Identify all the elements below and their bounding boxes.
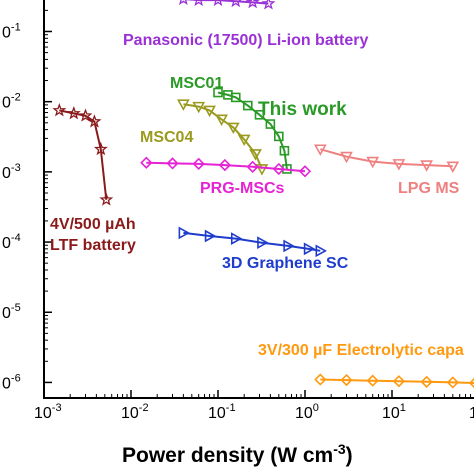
y-tick-label: 0-2 — [2, 92, 21, 112]
data-point — [178, 0, 188, 6]
series-panasonic-17500-li-ion-battery — [178, 0, 276, 10]
annotation-ltf-line2: LTF battery — [50, 237, 136, 254]
x-tick-label: 10-2 — [121, 402, 149, 422]
y-tick-label: 0-4 — [2, 232, 21, 252]
data-point — [213, 0, 223, 7]
data-point — [265, 119, 276, 129]
data-point — [366, 156, 380, 169]
data-point — [249, 149, 262, 161]
y-tick-label: 0-6 — [2, 372, 21, 392]
data-point — [420, 375, 433, 388]
series-line — [59, 109, 108, 200]
data-point — [215, 114, 228, 126]
annotation-prg: PRG-MSCs — [200, 180, 285, 197]
annotation-electrolytic: 3V/300 µF Electrolytic capa — [258, 342, 464, 359]
data-point — [392, 375, 406, 388]
data-point — [99, 192, 114, 206]
data-point — [468, 377, 474, 389]
data-point — [140, 156, 153, 169]
data-point — [192, 101, 206, 114]
data-point — [203, 105, 216, 118]
data-point — [93, 141, 108, 156]
data-point — [178, 226, 191, 240]
plot-frame — [43, 0, 474, 399]
data-point — [261, 0, 276, 10]
x-axis-title: Power density (W cm-3) — [122, 441, 353, 467]
series-line — [320, 148, 453, 168]
data-point — [314, 373, 327, 386]
data-point — [242, 100, 253, 111]
data-point — [392, 159, 406, 171]
data-point — [230, 0, 242, 8]
data-point — [226, 122, 240, 135]
data-point — [255, 164, 269, 176]
data-point — [257, 236, 269, 250]
data-point — [166, 157, 179, 170]
data-point — [246, 160, 259, 173]
x-tick-label: 10-3 — [34, 402, 62, 422]
x-tick-label: 101 — [382, 402, 406, 422]
annotation-this-work: This work — [258, 99, 347, 120]
y-tick-label: 0-1 — [2, 21, 21, 41]
series-4v-500-ah-ltf-battery — [52, 103, 114, 206]
data-point — [78, 108, 93, 122]
data-point — [194, 0, 203, 7]
data-point — [420, 160, 433, 172]
series-msc01 — [213, 87, 292, 174]
data-point — [245, 0, 260, 9]
annotation-panasonic: Panasonic (17500) Li-ion battery — [123, 32, 369, 49]
data-point — [298, 165, 312, 178]
x-tick-label: 10-1 — [208, 402, 236, 422]
series-lpg-mscs — [313, 144, 460, 173]
data-point — [213, 87, 223, 98]
data-point — [279, 145, 290, 156]
data-point — [303, 242, 316, 256]
annotation-msc01: MSC01 — [170, 75, 223, 92]
data-point — [52, 103, 67, 117]
tick-labels: 10-3 10-2 10-1 100 101 102 0-1 0-2 0-3 0-4 0-5 0-6 — [2, 21, 474, 422]
x-tick-label: 102 — [469, 402, 474, 422]
data-point — [230, 92, 241, 103]
series-3d-graphene-sc — [178, 226, 327, 258]
series-line — [320, 378, 474, 384]
y-tick-label: 0-5 — [2, 302, 21, 322]
y-tick-label: 0-3 — [2, 162, 21, 182]
series-line — [183, 231, 321, 252]
data-point — [66, 106, 81, 120]
data-point — [87, 114, 102, 128]
data-point — [204, 229, 217, 243]
series-line — [183, 103, 263, 170]
annotation-lpg: LPG MS — [398, 180, 460, 197]
data-point — [446, 161, 460, 173]
data-point — [272, 162, 285, 176]
data-point — [254, 110, 265, 120]
annotation-graphene: 3D Graphene SC — [222, 255, 349, 272]
axis-ticks — [43, 9, 472, 398]
data-point — [340, 373, 353, 387]
series-msc04 — [177, 99, 269, 176]
series-line — [146, 161, 306, 173]
data-point — [177, 99, 190, 111]
data-point — [446, 376, 459, 389]
data-point — [366, 374, 379, 387]
data-point — [218, 158, 232, 172]
data-point — [274, 131, 284, 142]
data-point — [192, 157, 205, 170]
series-prg-mscs — [140, 156, 312, 178]
series-3v-300-f-electrolytic-capacitor — [314, 373, 474, 389]
data-point — [340, 151, 353, 164]
series-line — [217, 91, 288, 170]
data-point — [315, 244, 327, 258]
data-point — [283, 239, 295, 253]
data-point — [230, 232, 243, 245]
annotation-ltf-line1: 4V/500 µAh — [50, 216, 136, 233]
data-point — [237, 134, 251, 147]
x-tick-label: 100 — [295, 402, 319, 422]
series-layer — [52, 0, 474, 389]
annotation-msc04: MSC04 — [140, 129, 193, 146]
data-point — [313, 144, 327, 156]
